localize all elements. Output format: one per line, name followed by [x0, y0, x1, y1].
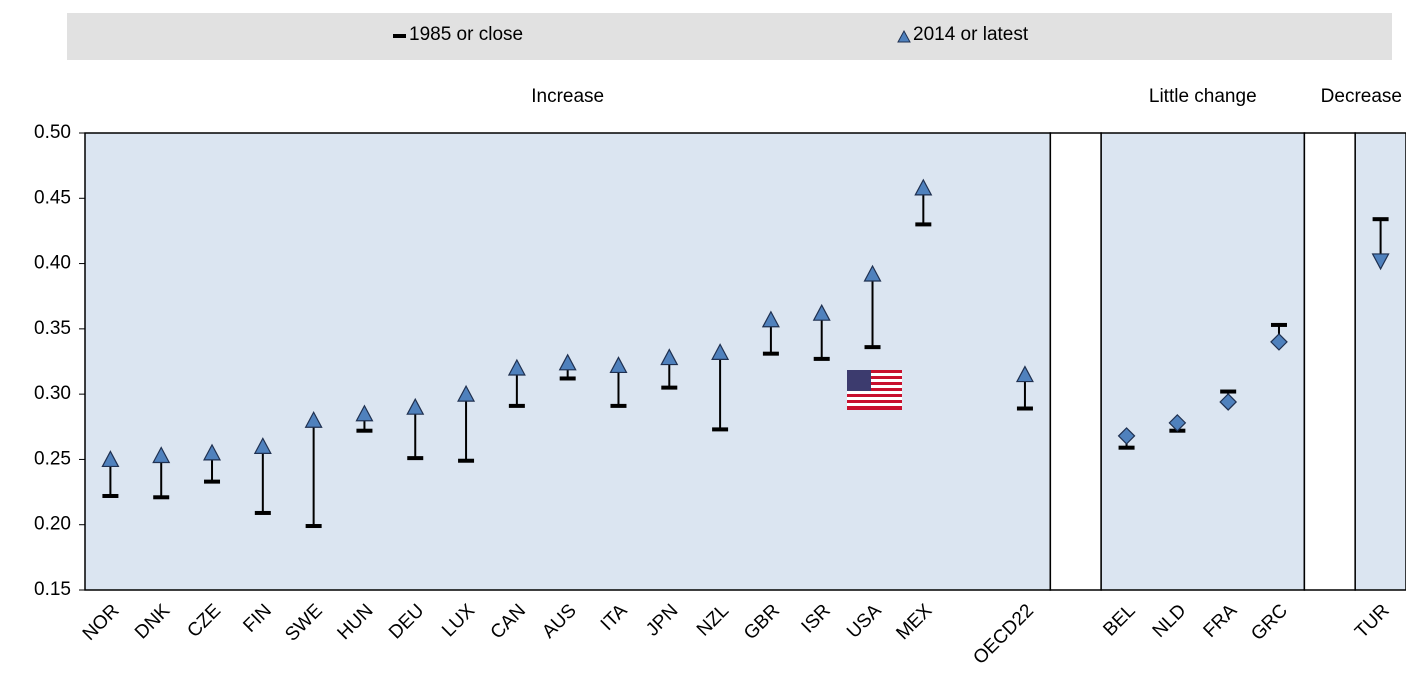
marker-2014 — [558, 353, 577, 371]
legend-band — [67, 13, 1392, 60]
marker-1985 — [153, 495, 170, 500]
x-tick-label: JPN — [642, 600, 682, 640]
marker-2014 — [101, 450, 120, 468]
y-tick-label: 0.30 — [34, 383, 71, 404]
marker-2014 — [1168, 414, 1187, 432]
marker-2014 — [812, 303, 831, 321]
marker-1985 — [458, 458, 475, 463]
marker-2014 — [1015, 365, 1034, 383]
y-tick-label: 0.20 — [34, 514, 71, 535]
marker-2014 — [457, 384, 476, 402]
marker-1985 — [1270, 322, 1287, 327]
legend-marker — [393, 34, 406, 38]
y-tick-label: 0.15 — [34, 579, 71, 600]
marker-2014 — [406, 397, 425, 415]
x-tick-label: CAN — [487, 600, 530, 643]
marker-2014 — [152, 446, 171, 464]
x-tick-label: NZL — [693, 600, 733, 640]
marker-1985 — [1118, 445, 1135, 450]
x-tick-label: ISR — [798, 600, 835, 637]
x-tick-label: CZE — [183, 600, 225, 642]
legend-label: 2014 or latest — [913, 24, 1029, 45]
x-tick-label: MEX — [892, 600, 936, 644]
marker-1985 — [661, 385, 678, 390]
x-tick-label: USA — [843, 600, 886, 643]
marker-1985 — [610, 403, 627, 408]
marker-2014 — [1219, 393, 1238, 411]
panel-bg — [1354, 132, 1406, 591]
marker-1985 — [1016, 406, 1033, 411]
y-tick-label: 0.50 — [34, 122, 71, 143]
marker-2014 — [863, 264, 882, 282]
marker-1985 — [407, 456, 424, 461]
x-tick-label: AUS — [538, 600, 580, 642]
marker-1985 — [1372, 217, 1389, 222]
x-tick-label: GRC — [1247, 600, 1292, 645]
marker-1985 — [305, 524, 322, 529]
x-tick-label: GBR — [740, 600, 784, 644]
y-tick-label: 0.40 — [34, 253, 71, 274]
x-tick-label: NLD — [1149, 600, 1191, 642]
marker-2014 — [1270, 333, 1288, 351]
x-tick-label: OECD22 — [969, 600, 1038, 669]
marker-2014 — [507, 358, 526, 376]
marker-2014 — [1117, 427, 1136, 445]
marker-2014 — [711, 343, 730, 360]
panel-label: Little change — [1149, 86, 1257, 107]
marker-1985 — [356, 428, 373, 433]
x-tick-label: DNK — [131, 600, 174, 643]
x-tick-label: BEL — [1099, 600, 1139, 640]
y-tick-label: 0.35 — [34, 318, 71, 339]
legend-marker — [897, 29, 911, 43]
panel-gap — [1049, 132, 1102, 591]
marker-1985 — [254, 510, 271, 515]
x-tick-label: TUR — [1351, 600, 1393, 642]
x-tick-label: DEU — [385, 600, 428, 643]
x-tick-label: ITA — [597, 600, 632, 635]
x-tick-label: SWE — [281, 600, 326, 645]
panel-gap — [1303, 132, 1356, 591]
marker-2014 — [609, 356, 628, 374]
marker-1985 — [813, 356, 830, 361]
marker-2014 — [761, 310, 780, 328]
x-tick-label: FIN — [239, 600, 275, 636]
us-flag — [847, 370, 902, 410]
marker-1985 — [1220, 389, 1237, 394]
marker-1985 — [508, 403, 525, 408]
y-tick-label: 0.25 — [34, 448, 71, 469]
marker-2014 — [304, 410, 323, 428]
marker-1985 — [712, 427, 729, 432]
panel-label: Decrease — [1321, 86, 1402, 107]
marker-1985 — [762, 351, 779, 356]
marker-2014 — [660, 348, 679, 366]
legend-label: 1985 or close — [409, 24, 523, 45]
x-tick-label: HUN — [334, 600, 378, 644]
x-tick-label: FRA — [1200, 600, 1242, 642]
marker-2014 — [355, 404, 374, 422]
marker-2014 — [1371, 253, 1390, 271]
marker-2014 — [253, 437, 272, 454]
marker-1985 — [864, 345, 881, 350]
marker-2014 — [914, 178, 933, 196]
marker-1985 — [102, 493, 119, 498]
panel-bg — [1100, 132, 1306, 591]
y-tick-label: 0.45 — [34, 187, 71, 208]
marker-1985 — [915, 222, 932, 227]
marker-1985 — [204, 479, 221, 484]
x-tick-label: NOR — [79, 600, 124, 645]
x-tick-label: LUX — [438, 600, 479, 641]
marker-1985 — [559, 376, 576, 381]
marker-2014 — [203, 443, 222, 461]
panel-label: Increase — [531, 86, 604, 107]
